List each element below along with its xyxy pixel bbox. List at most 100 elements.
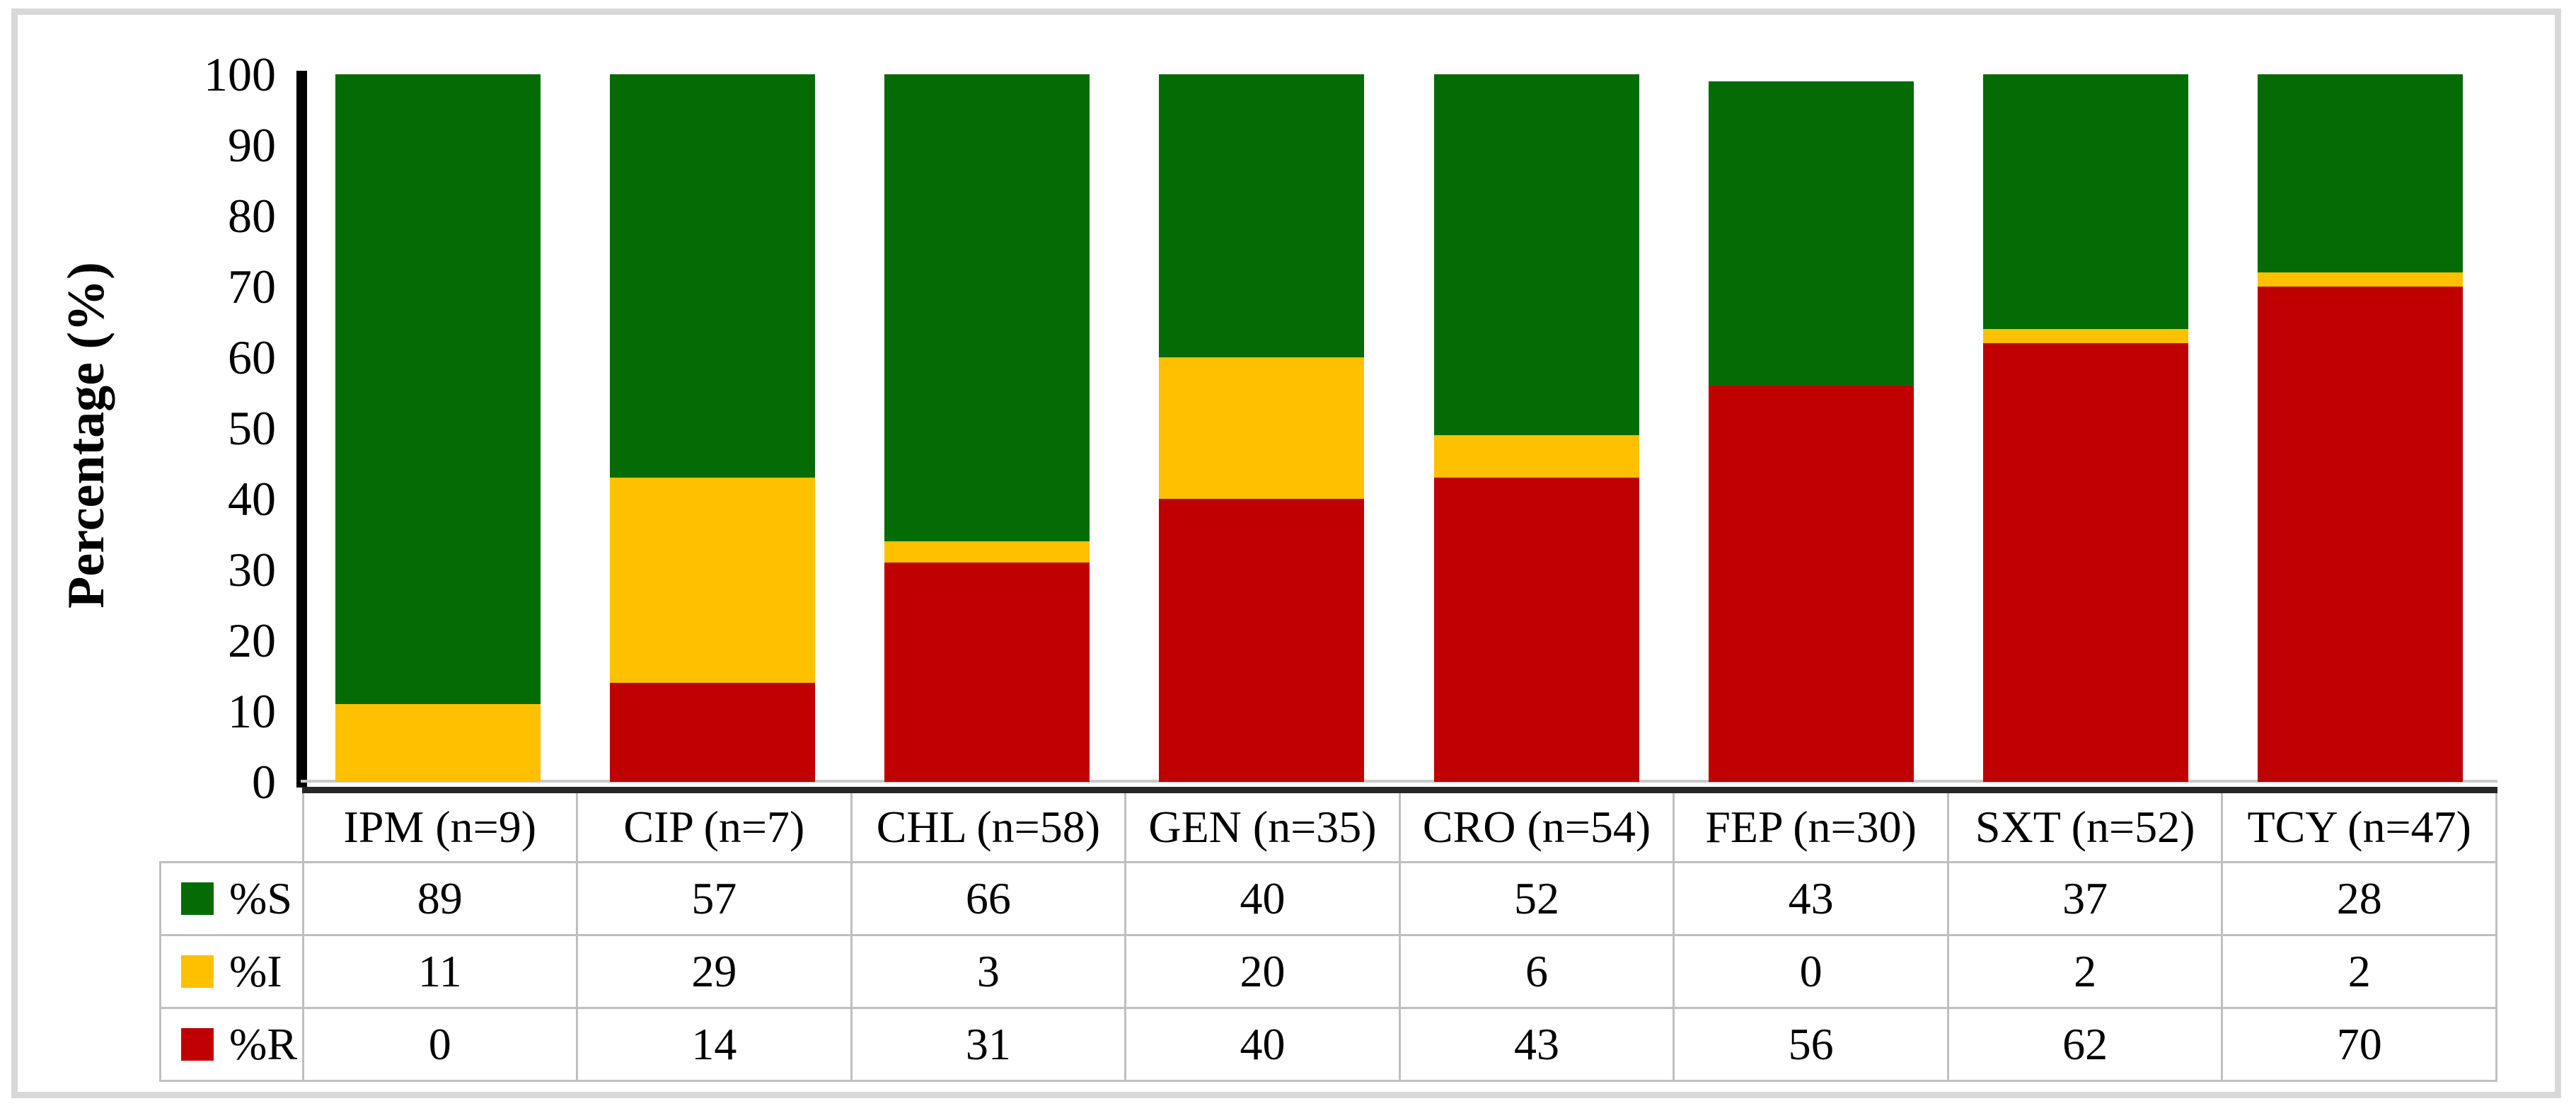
value-cell: 29 [576,933,853,1009]
category-header-cell: CHL (n=58) [850,787,1127,863]
value-cell: 3 [850,933,1127,1009]
value-cell: 40 [1124,1006,1401,1082]
bar-segment-r [884,563,1090,782]
data-table: IPM (n=9) CIP (n=7) CHL (n=58) GEN (n=35) CR… [159,787,2497,1082]
bar-segment-i [1433,435,1639,478]
y-axis-tick-label: 50 [228,401,276,455]
value-cell: 52 [1398,860,1675,936]
bar-segment-i [884,541,1090,563]
bar-segment-i [1982,329,2188,343]
value-cell: 0 [1673,933,1949,1009]
stacked-bar [335,74,541,782]
bar-segment-s [2257,74,2463,272]
category-header-cell: IPM (n=9) [301,787,579,863]
value-cell: 14 [576,1006,853,1082]
y-axis-tick-label: 90 [228,118,276,172]
stacked-bar [884,74,1090,782]
bar-segment-r [1159,499,1365,782]
value-cell: 28 [2221,860,2497,936]
value-cell: 0 [301,1006,579,1082]
bar-segment-i [335,704,541,782]
value-cell: 70 [2221,1006,2497,1082]
y-axis-line [296,71,307,788]
bar-segment-r [610,683,816,782]
bar-segment-s [335,74,541,704]
y-axis-tick-label: 60 [228,330,276,384]
bar-slot-cip [575,74,850,782]
value-cell: 57 [576,860,853,936]
legend-label: %R [229,1018,297,1069]
legend-label: %S [229,872,292,923]
y-axis-tick-labels: 0 10 20 30 40 50 60 70 80 90 100 [106,0,276,1118]
x-baseline [301,780,2497,783]
value-cell: 6 [1398,933,1675,1009]
value-cell: 37 [1946,860,2224,936]
value-cell: 2 [1946,933,2224,1009]
bar-segment-s [1982,74,2188,329]
y-axis-tick-label: 70 [228,260,276,313]
bar-segment-i [2257,272,2463,287]
corner-cell [161,790,304,863]
bar-slot-tcy [2223,74,2497,782]
bar-segment-r [1433,478,1639,782]
legend-cell: %S [159,860,304,936]
y-axis-tick-label: 100 [204,47,276,101]
value-cell: 43 [1673,860,1949,936]
bar-slot-sxt [1948,74,2223,782]
bar-segment-s [1159,74,1365,357]
bar-segment-i [610,478,816,683]
value-cell: 11 [301,933,579,1009]
category-header-cell: CRO (n=54) [1398,787,1675,863]
bar-slot-gen [1124,74,1399,782]
value-cell: 43 [1398,1006,1675,1082]
bar-segment-r [1708,386,1914,782]
category-header-cell: SXT (n=52) [1946,787,2224,863]
category-header-cell: CIP (n=7) [576,787,853,863]
bar-slot-cro [1399,74,1674,782]
stacked-bar [1982,74,2188,782]
stacked-bar [1159,74,1365,782]
header-row: IPM (n=9) CIP (n=7) CHL (n=58) GEN (n=35) CR… [161,787,2497,863]
legend-label: %I [229,945,282,996]
bar-segment-s [610,74,816,478]
bar-segment-s [1433,74,1639,435]
legend-cell: %R [159,1006,304,1082]
series-row-i: %I 11 29 3 20 6 0 2 2 [159,933,2497,1009]
stacked-bar [610,74,816,782]
legend-swatch-r [181,1027,214,1061]
y-axis-tick-label: 80 [228,189,276,243]
bar-slot-chl [850,74,1124,782]
value-cell: 2 [2221,933,2497,1009]
stacked-bar [1433,74,1639,782]
y-axis-tick-label: 20 [228,613,276,667]
legend-swatch-s [181,882,214,915]
value-cell: 40 [1124,860,1401,936]
series-row-r: %R 0 14 31 40 43 56 62 70 [159,1006,2497,1082]
bar-segment-s [1708,81,1914,386]
bar-segment-r [1982,343,2188,782]
legend-key: %S [162,872,301,925]
legend-key: %R [162,1018,301,1071]
data-table-header: IPM (n=9) CIP (n=7) CHL (n=58) GEN (n=35) CR… [161,787,2497,863]
value-cell: 66 [850,860,1127,936]
bar-segment-i [1159,357,1365,499]
legend-swatch-i [181,955,214,988]
plot-area [301,74,2497,782]
bar-slot-ipm [301,74,575,782]
value-cell: 56 [1673,1006,1949,1082]
bar-segment-s [884,74,1090,541]
category-header-cell: FEP (n=30) [1673,787,1949,863]
y-axis-tick-label: 30 [228,543,276,597]
data-table-body: %S 89 57 66 40 52 43 37 28 %I 11 29 3 20 6 0 2 2 %R 0 14 31 40… [159,860,2497,1082]
series-row-s: %S 89 57 66 40 52 43 37 28 [159,860,2497,936]
value-cell: 20 [1124,933,1401,1009]
bar-slot-fep [1674,74,1948,782]
y-axis-tick-label: 40 [228,472,276,526]
value-cell: 31 [850,1006,1127,1082]
category-header-cell: TCY (n=47) [2221,787,2497,863]
bar-segment-r [2257,287,2463,782]
stacked-bar [1708,81,1914,782]
category-header-cell: GEN (n=35) [1124,787,1401,863]
y-axis-tick-label: 0 [252,755,276,809]
legend-cell: %I [159,933,304,1009]
